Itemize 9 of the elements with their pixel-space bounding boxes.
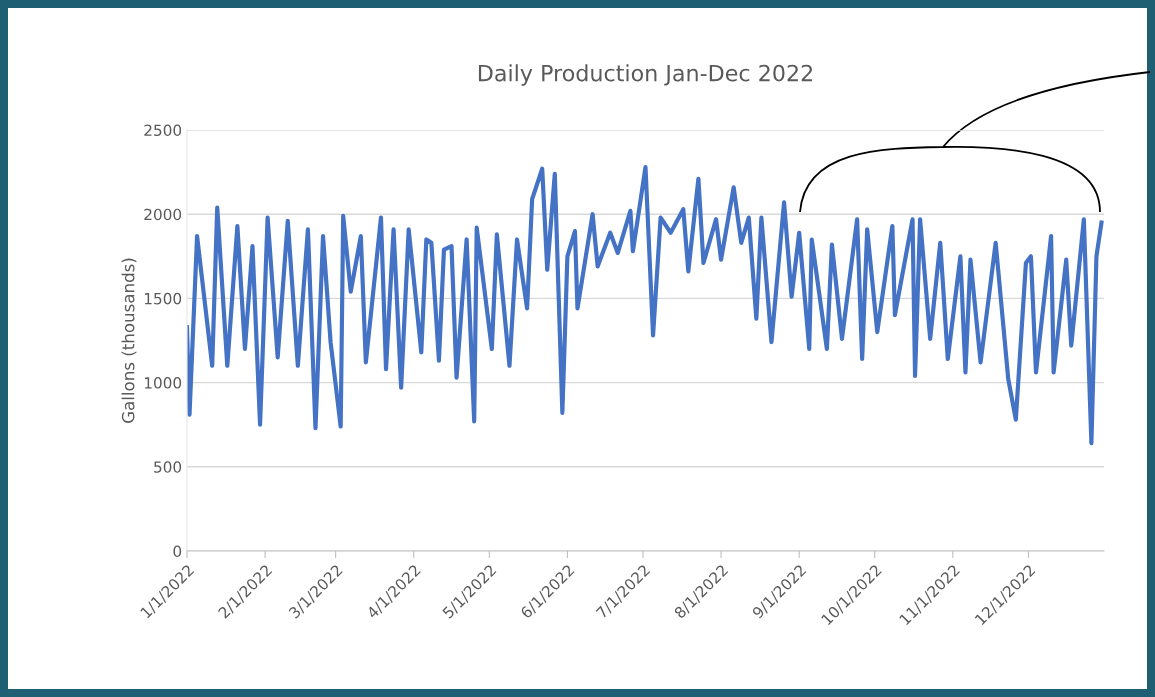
y-axis-title: Gallons (thousands) (121, 258, 137, 423)
y-tick-label: 1000 (144, 377, 182, 389)
y-tick-label: 2500 (144, 124, 182, 137)
line-series (187, 164, 1104, 446)
y-tick-label: 500 (154, 461, 182, 473)
y-tick-label: 2000 (144, 208, 182, 221)
y-tick-label: 0 (173, 545, 182, 558)
chart-title: Daily Production Jan-Dec 2022 (478, 64, 813, 86)
y-tick-label: 1500 (144, 292, 182, 305)
